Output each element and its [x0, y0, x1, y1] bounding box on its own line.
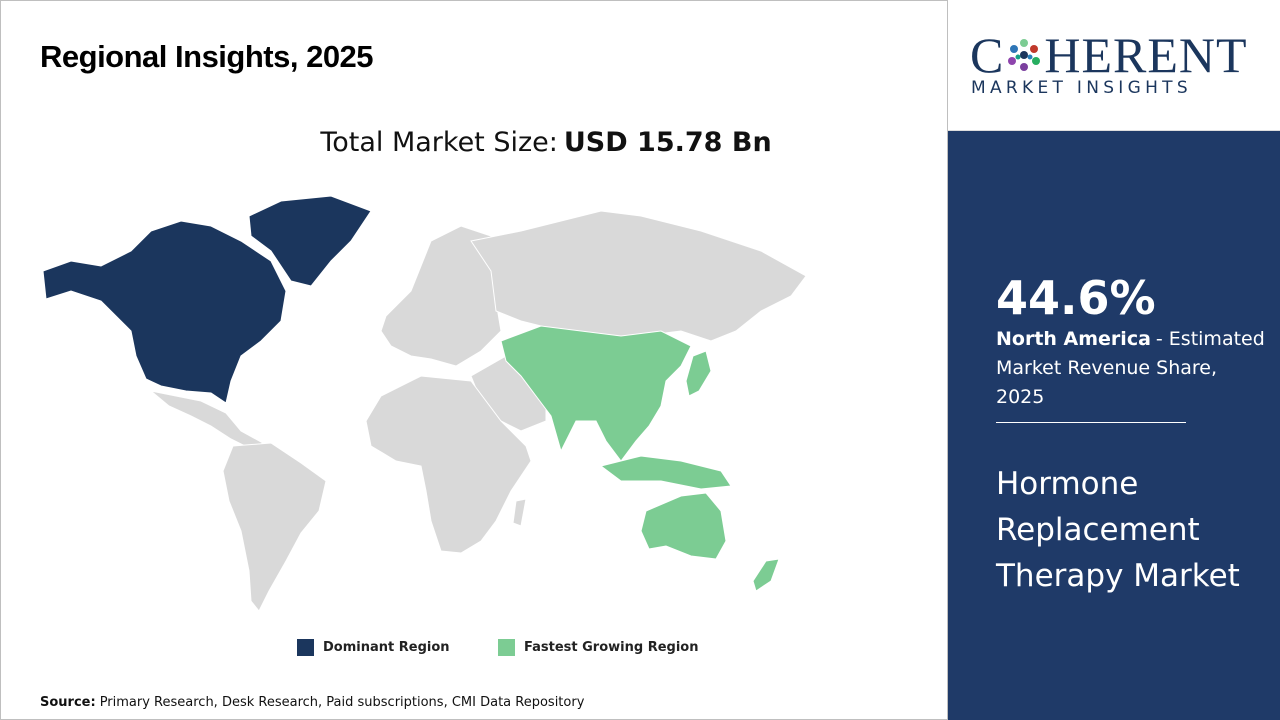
- logo: C HERENT MARKET INSIGHTS: [948, 0, 1280, 131]
- russia: [470, 210, 807, 342]
- divider: [996, 422, 1186, 423]
- new-zealand: [752, 558, 780, 592]
- logo-text: C: [970, 27, 1005, 83]
- logo-tagline: MARKET INSIGHTS: [971, 78, 1192, 98]
- market-size: Total Market Size: USD 15.78 Bn: [1, 127, 1091, 158]
- market-name: Hormone Replacement Therapy Market: [996, 466, 1240, 594]
- greenland: [248, 195, 372, 287]
- source-note: Source: Primary Research, Desk Research, …: [40, 695, 584, 710]
- madagascar: [512, 498, 527, 527]
- legend-label: Fastest Growing Region: [524, 640, 699, 655]
- page-title: Regional Insights, 2025: [40, 39, 374, 74]
- region-name: North America: [996, 328, 1151, 350]
- south-america: [222, 442, 327, 612]
- share-value: 44.6%: [996, 271, 1156, 325]
- side-panel: 44.6% North America - Estimated Market Re…: [948, 131, 1280, 720]
- legend-swatch: [498, 639, 515, 656]
- africa: [365, 375, 532, 554]
- legend-label: Dominant Region: [323, 640, 450, 655]
- europe: [380, 225, 502, 367]
- source-label: Source:: [40, 695, 96, 710]
- japan: [685, 350, 712, 397]
- world-map: [42, 195, 807, 612]
- legend-item: Fastest Growing Region: [498, 639, 698, 656]
- southeast-asia-islands: [599, 455, 732, 490]
- australia: [640, 492, 727, 560]
- logo-mark: [1008, 39, 1041, 71]
- share-description: North America - Estimated Market Revenue …: [996, 325, 1266, 412]
- legend-item: Dominant Region: [297, 639, 450, 656]
- logo-dots: [1008, 39, 1041, 71]
- market-size-value: USD 15.78 Bn: [563, 127, 772, 158]
- content-area: Regional Insights, 2025 Total Market Siz…: [0, 0, 948, 720]
- market-size-label: Total Market Size:: [320, 127, 558, 158]
- north-america: [42, 220, 287, 404]
- logo-name: C HERENT: [970, 26, 1248, 84]
- central-america: [150, 390, 265, 450]
- legend-swatch: [297, 639, 314, 656]
- source-text: Primary Research, Desk Research, Paid su…: [99, 695, 585, 710]
- logo-text: HERENT: [1044, 27, 1248, 83]
- asia-pacific: [500, 325, 692, 462]
- description-text: - Estimated Market Revenue Share, 2025: [996, 328, 1265, 408]
